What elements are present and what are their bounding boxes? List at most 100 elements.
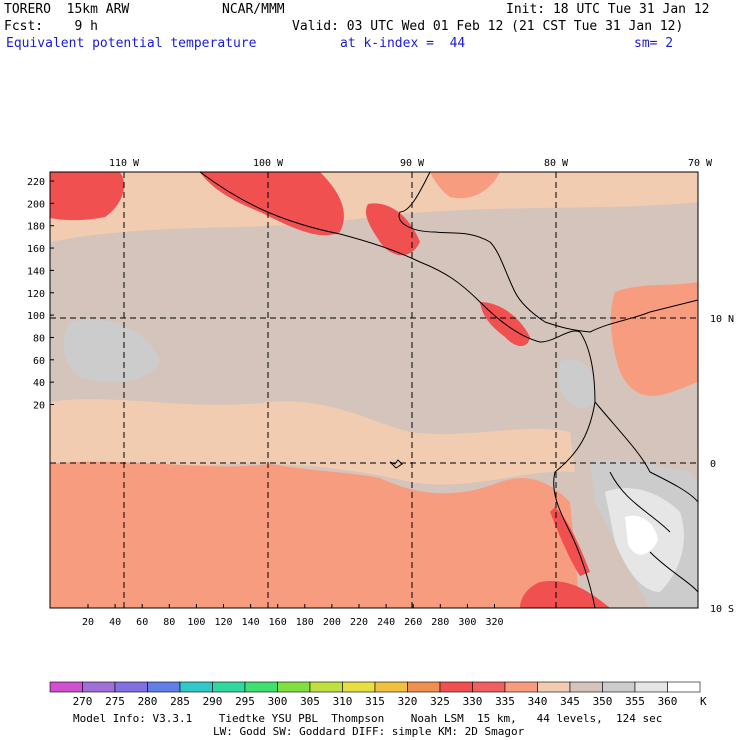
- x-tick-label: 20: [82, 617, 94, 628]
- lat-lon-grid: [50, 172, 698, 608]
- colorbar: 270 275 280 285 290 295 300 305 310 315 320 325 330 3…: [49, 681, 701, 708]
- y-tick-label: 220: [27, 177, 45, 188]
- colorbar-cell: [504, 681, 538, 693]
- colorbar-cell: [244, 681, 278, 693]
- coast-caribbean: [398, 171, 591, 333]
- colorbar-label: 290: [203, 695, 223, 708]
- y-tick-label: 140: [27, 266, 45, 277]
- y-tick-label: 60: [33, 356, 45, 367]
- lat-label: 10 N: [710, 314, 734, 325]
- y-tick-label: 180: [27, 222, 45, 233]
- x-tick-label: 60: [136, 617, 148, 628]
- field-hot-nw: [50, 172, 125, 221]
- field-name: Equivalent potential temperature: [6, 36, 257, 51]
- left-y-ticks: 220 200 180 160 140 120 100 80 60 40 20: [27, 177, 54, 412]
- y-tick-label: 100: [27, 311, 45, 322]
- lon-label: 70 W: [688, 158, 713, 169]
- coast-north-south-america: [589, 299, 699, 333]
- colorbar-label: 360: [658, 695, 678, 708]
- x-tick-label: 100: [187, 617, 205, 628]
- field-hot-guatemala: [365, 203, 420, 256]
- smoothing-label: sm= 2: [634, 36, 674, 51]
- field-patch-gray-west: [63, 319, 160, 382]
- lon-label: 80 W: [544, 158, 569, 169]
- colorbar-label: 355: [625, 695, 645, 708]
- colorbar-label: 325: [430, 695, 450, 708]
- bottom-x-ticks: 20 40 60 80 100 120 140 160 180 200 220 240 260 280 30…: [82, 604, 504, 628]
- forecast-hour: Fcst: 9 h: [4, 19, 98, 34]
- coast-pacific-central-america: [199, 171, 581, 343]
- y-tick-label: 200: [27, 199, 45, 210]
- x-tick-label: 260: [404, 617, 422, 628]
- y-tick-label: 160: [27, 244, 45, 255]
- colorbar-label: 320: [398, 695, 418, 708]
- x-tick-label: 80: [163, 617, 175, 628]
- x-tick-label: 320: [485, 617, 503, 628]
- colorbar-unit: K: [700, 695, 707, 708]
- colorbar-label: 285: [170, 695, 190, 708]
- colorbar-cell: [634, 681, 668, 693]
- colorbar-label: 295: [235, 695, 255, 708]
- coast-south-america: [553, 331, 596, 609]
- colorbar-label: 305: [300, 695, 320, 708]
- level-label: at k-index = 44: [340, 36, 466, 51]
- colorbar-cell: [602, 681, 636, 693]
- right-lat-labels: 10 N 0 10 S: [710, 314, 734, 615]
- colorbar-cell: [407, 681, 441, 693]
- x-tick-label: 140: [242, 617, 260, 628]
- model-title: TORERO 15km ARW: [4, 2, 130, 17]
- colorbar-cell: [179, 681, 213, 693]
- colorbar-cell: [309, 681, 343, 693]
- valid-time: Valid: 03 UTC Wed 01 Feb 12 (21 CST Tue …: [292, 19, 684, 34]
- x-tick-label: 40: [109, 617, 121, 628]
- footer-physics-info: LW: Godd SW: Goddard DIFF: simple KM: 2D…: [213, 725, 525, 738]
- field-hot-mexico: [200, 172, 344, 236]
- colorbar-cell: [439, 681, 473, 693]
- x-tick-label: 240: [377, 617, 395, 628]
- colorbar-cell: [667, 681, 701, 693]
- field-warm-gulf: [430, 172, 500, 199]
- field-warm-colombia: [610, 282, 698, 396]
- init-time: Init: 18 UTC Tue 31 Jan 12: [506, 2, 710, 17]
- lon-label: 100 W: [253, 158, 284, 169]
- x-tick-label: 300: [458, 617, 476, 628]
- colorbar-label: 350: [593, 695, 613, 708]
- map-border: [49, 171, 699, 609]
- galapagos-islands: [389, 459, 403, 469]
- x-tick-label: 160: [269, 617, 287, 628]
- colorbar-cell: [537, 681, 571, 693]
- org-label: NCAR/MMM: [222, 2, 285, 17]
- colorbar-cell: [277, 681, 311, 693]
- y-tick-label: 120: [27, 289, 45, 300]
- top-lon-labels: 110 W 100 W 90 W 80 W 70 W: [109, 158, 713, 169]
- colorbar-label: 340: [528, 695, 548, 708]
- x-tick-label: 120: [214, 617, 232, 628]
- colorbar-label: 330: [463, 695, 483, 708]
- field-band-south: [50, 460, 580, 608]
- colorbar-cell: [212, 681, 246, 693]
- colorbar-cell: [374, 681, 408, 693]
- borders-south-america: [594, 401, 699, 593]
- map-field: [49, 171, 699, 609]
- lon-label: 110 W: [109, 158, 140, 169]
- colorbar-cell: [472, 681, 506, 693]
- lat-label: 0: [710, 459, 716, 470]
- colorbar-cell: [147, 681, 181, 693]
- x-tick-label: 220: [350, 617, 368, 628]
- lat-label: 10 S: [710, 604, 734, 615]
- colorbar-label: 345: [560, 695, 580, 708]
- colorbar-label: 275: [105, 695, 125, 708]
- colorbar-label: 315: [365, 695, 385, 708]
- x-tick-label: 280: [431, 617, 449, 628]
- colorbar-label: 310: [333, 695, 353, 708]
- y-tick-label: 40: [33, 378, 45, 389]
- x-tick-label: 180: [296, 617, 314, 628]
- colorbar-cell: [49, 681, 83, 693]
- colorbar-cell: [114, 681, 148, 693]
- footer-model-info: Model Info: V3.3.1 Tiedtke YSU PBL Thomp…: [73, 712, 663, 725]
- y-tick-label: 80: [33, 333, 45, 344]
- field-patch-gray-east: [558, 359, 596, 409]
- x-tick-label: 200: [323, 617, 341, 628]
- colorbar-label: 280: [138, 695, 158, 708]
